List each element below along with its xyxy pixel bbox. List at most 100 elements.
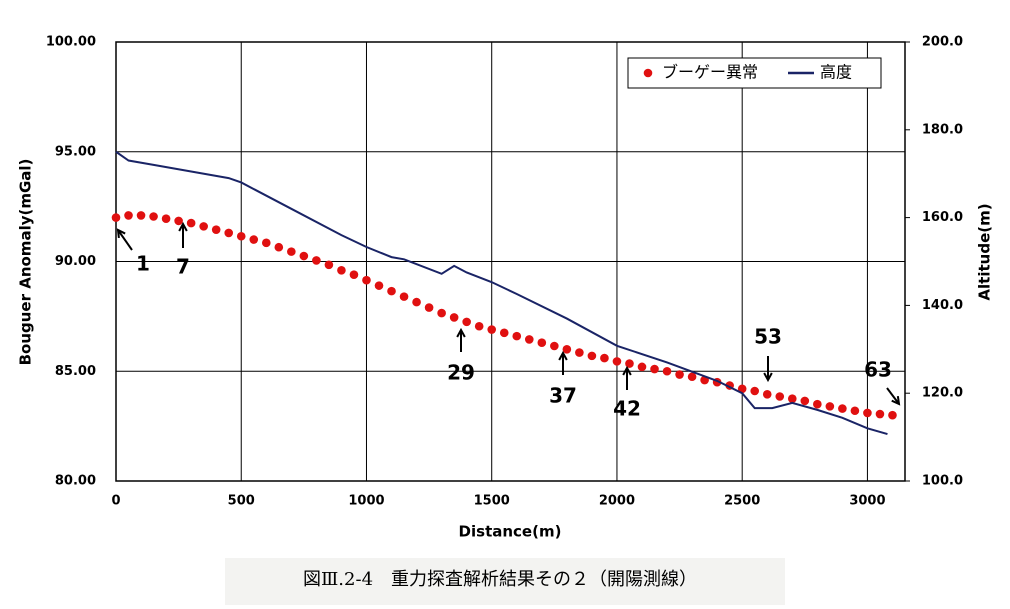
y2-tick-label: 140.0 bbox=[922, 298, 963, 313]
annotation-arrowhead bbox=[622, 365, 632, 376]
data-point bbox=[499, 328, 509, 338]
annotation-arrowhead bbox=[763, 372, 773, 383]
y-tick-label: 80.00 bbox=[55, 474, 96, 489]
annotation: 53 bbox=[754, 325, 782, 349]
x-tick-label: 2500 bbox=[724, 494, 760, 509]
data-point bbox=[362, 275, 371, 285]
data-line bbox=[115, 150, 888, 435]
y2-tick-label: 160.0 bbox=[922, 210, 963, 225]
annotation-arrow bbox=[117, 229, 133, 251]
data-point bbox=[775, 392, 785, 401]
data-point bbox=[637, 362, 647, 372]
data-point bbox=[537, 338, 547, 348]
x-tick-label: 1000 bbox=[348, 494, 384, 509]
data-point bbox=[625, 359, 634, 368]
data-point bbox=[236, 231, 246, 241]
legend-label: ブーゲー異常 bbox=[662, 63, 758, 82]
annotation: 7 bbox=[176, 255, 190, 279]
data-point bbox=[487, 325, 497, 334]
data-point bbox=[161, 214, 171, 223]
data-point bbox=[524, 335, 534, 344]
data-point bbox=[750, 386, 760, 396]
data-point bbox=[186, 218, 196, 228]
data-point bbox=[449, 313, 459, 322]
annotation: 63 bbox=[864, 358, 892, 382]
data-point bbox=[462, 317, 471, 327]
data-point bbox=[312, 256, 321, 265]
annotation-arrow bbox=[886, 387, 900, 405]
x-tick-label: 500 bbox=[228, 494, 255, 509]
data-point bbox=[787, 394, 797, 403]
y-axis-label: Bouguer Anomaly(mGal) bbox=[17, 159, 35, 366]
data-point bbox=[813, 399, 822, 409]
data-point bbox=[587, 351, 597, 361]
annotation-arrowhead bbox=[558, 350, 568, 361]
data-point bbox=[762, 389, 772, 399]
y2-tick-label: 120.0 bbox=[922, 386, 963, 401]
data-point bbox=[299, 251, 309, 261]
data-point bbox=[825, 402, 835, 411]
data-point bbox=[512, 331, 522, 341]
data-point bbox=[737, 384, 747, 394]
data-point bbox=[374, 281, 384, 290]
data-point bbox=[211, 225, 221, 234]
y2-tick-label: 180.0 bbox=[922, 122, 963, 137]
data-point bbox=[136, 211, 146, 220]
data-point bbox=[875, 409, 885, 419]
caption: 図Ⅲ.2-4 重力探査解析結果その２（開陽測線） bbox=[303, 569, 697, 590]
y2-tick-label: 100.0 bbox=[922, 474, 963, 489]
plot-frame bbox=[115, 41, 906, 482]
data-point bbox=[888, 410, 897, 420]
data-point bbox=[612, 357, 622, 366]
annotation-arrowhead bbox=[891, 395, 901, 406]
data-point bbox=[249, 235, 259, 244]
annotation: 37 bbox=[549, 384, 577, 408]
data-point bbox=[124, 211, 133, 220]
data-point bbox=[324, 260, 334, 270]
data-point bbox=[662, 366, 672, 376]
legend-label: 高度 bbox=[820, 63, 852, 82]
data-point bbox=[224, 228, 234, 238]
y-tick-label: 90.00 bbox=[55, 254, 96, 269]
annotation: 42 bbox=[613, 397, 641, 421]
data-point bbox=[675, 370, 684, 379]
y-tick-label: 95.00 bbox=[55, 144, 96, 159]
legend-marker bbox=[643, 68, 653, 78]
annotation-arrowhead bbox=[456, 327, 466, 338]
y-tick-label: 100.00 bbox=[46, 35, 96, 50]
data-point bbox=[550, 341, 559, 351]
data-point bbox=[261, 238, 271, 248]
data-point bbox=[349, 270, 359, 279]
data-point bbox=[199, 222, 208, 231]
data-point bbox=[600, 353, 609, 363]
data-point bbox=[399, 292, 409, 301]
data-point bbox=[337, 265, 346, 275]
data-point bbox=[800, 396, 810, 406]
annotation: 29 bbox=[447, 361, 475, 385]
data-point bbox=[174, 216, 183, 226]
data-point bbox=[437, 308, 446, 318]
data-point bbox=[838, 404, 847, 413]
x-tick-label: 0 bbox=[111, 494, 120, 509]
data-point bbox=[149, 212, 158, 221]
data-point bbox=[687, 372, 697, 382]
data-point bbox=[474, 321, 484, 331]
data-point bbox=[412, 297, 421, 307]
x-tick-label: 1500 bbox=[474, 494, 510, 509]
x-tick-label: 3000 bbox=[849, 494, 885, 509]
caption-box bbox=[225, 558, 785, 605]
data-point bbox=[650, 364, 659, 374]
annotation: 1 bbox=[136, 252, 150, 276]
data-point bbox=[424, 303, 434, 312]
data-point bbox=[111, 213, 121, 222]
data-point bbox=[387, 286, 396, 296]
legend-box bbox=[627, 57, 882, 89]
data-point bbox=[575, 348, 584, 357]
annotation-arrowhead bbox=[116, 228, 126, 239]
y2-axis-label: Altitude(m) bbox=[976, 203, 994, 300]
data-point bbox=[562, 345, 572, 354]
x-axis-label: Distance(m) bbox=[459, 523, 562, 541]
data-point bbox=[274, 242, 284, 252]
